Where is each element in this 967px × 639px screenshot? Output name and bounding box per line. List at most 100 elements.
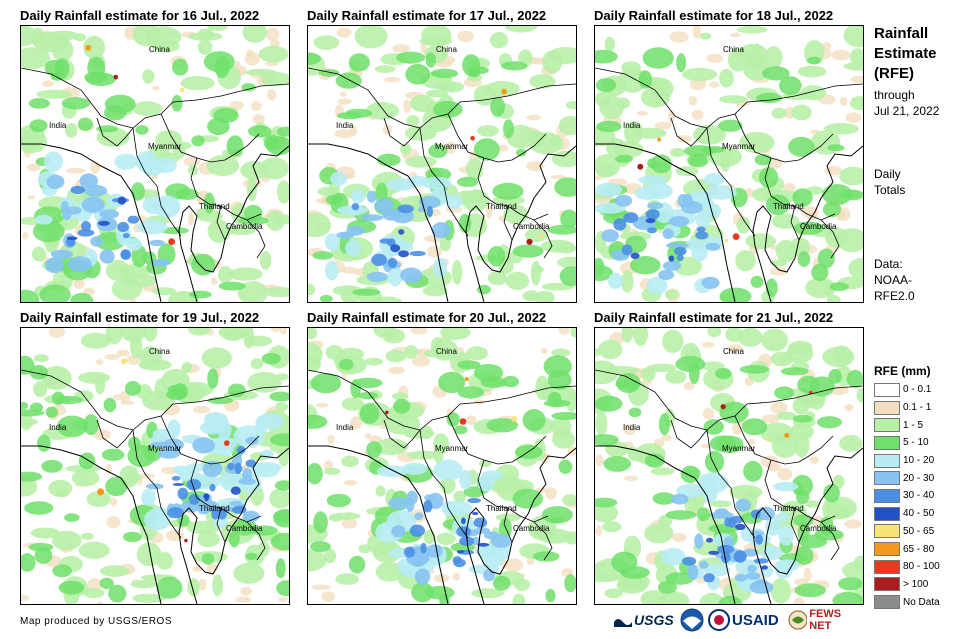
rainfall-area (430, 68, 459, 79)
coastline (178, 447, 289, 604)
rainfall-area (565, 101, 576, 110)
rainfall-area (183, 157, 200, 167)
rainfall-area (792, 188, 813, 207)
rainfall-area (73, 33, 86, 42)
legend-title: RFE (mm) (874, 364, 931, 378)
country-label-thailand: Thailand (773, 504, 804, 513)
rainfall-area (826, 294, 841, 302)
rainfall-area (41, 365, 72, 390)
rainfall-area (461, 517, 466, 525)
rainfall-area (706, 53, 723, 63)
rainfall-area (696, 226, 706, 233)
rainfall-area (701, 276, 720, 289)
rainfall-area (850, 96, 863, 111)
rainfall-area (21, 478, 38, 497)
rainfall-area (364, 357, 383, 366)
legend-label: 80 - 100 (903, 561, 940, 573)
rainfall-area (242, 510, 260, 522)
rainfall-map: China India Myanmar Thailand Cambodia (594, 25, 864, 303)
rainfall-area (477, 476, 495, 492)
rainfall-area (734, 574, 748, 582)
rainfall-area (759, 167, 779, 188)
rainfall-area (595, 497, 618, 508)
rainfall-area (112, 394, 123, 401)
rainfall-area (809, 456, 820, 464)
rainfall-area (492, 182, 524, 200)
side-title-line3: (RFE) (874, 65, 914, 82)
rainfall-area (252, 114, 265, 124)
rainfall-area (595, 503, 619, 523)
rainfall-area (77, 229, 95, 237)
rainfall-area (157, 448, 180, 459)
rainfall-area (671, 493, 689, 505)
side-title-line2: Estimate (874, 45, 937, 62)
rainfall-area (644, 523, 674, 544)
rainfall-area (436, 532, 456, 545)
rainfall-area (806, 56, 822, 65)
rainfall-area (406, 490, 418, 505)
legend-swatch (874, 524, 900, 539)
rainfall-area (337, 98, 352, 105)
rainfall-area (451, 259, 463, 285)
rainfall-area (310, 541, 331, 552)
rainfall-area (709, 511, 734, 519)
rainfall-area (64, 123, 78, 138)
rainfall-map: China India Myanmar Thailand Cambodia (307, 327, 577, 605)
rainfall-area (192, 566, 202, 572)
rainfall-area (794, 583, 826, 598)
rainfall-area (662, 228, 674, 240)
rainfall-area (706, 537, 713, 543)
rainfall-area (439, 237, 451, 252)
rainfall-area (595, 175, 603, 181)
rainfall-area (162, 438, 184, 452)
rainfall-area (276, 126, 289, 137)
country-border (21, 369, 289, 431)
rainfall-area (669, 148, 686, 157)
rainfall-area (446, 412, 460, 427)
legend-label: 1 - 5 (903, 419, 924, 431)
rainfall-area (605, 441, 629, 457)
rainfall-area (805, 500, 820, 508)
rainfall-area (35, 214, 53, 225)
rainfall-area (701, 474, 717, 483)
rainfall-area (459, 469, 473, 490)
data-source-text: Data: NOAA- RFE2.0 (874, 256, 915, 304)
rainfall-area (457, 360, 481, 370)
rainfall-area (209, 437, 238, 451)
rainfall-area (398, 229, 405, 235)
rainfall-area (270, 328, 281, 333)
rainfall-area (775, 239, 797, 263)
rainfall-area (390, 244, 401, 253)
usaid-seal (708, 606, 730, 634)
rainfall-area (640, 87, 670, 108)
country-border (503, 507, 513, 543)
country-border (190, 157, 262, 221)
rainfall-area (250, 525, 278, 536)
rainfall-area (191, 135, 205, 147)
rainfall-area (238, 478, 256, 485)
heavy-rain-spot (184, 538, 188, 543)
rainfall-area (623, 424, 636, 436)
rainfall-area (636, 110, 648, 116)
rainfall-map: China India Myanmar Thailand Cambodia (594, 327, 864, 605)
rainfall-area (31, 27, 45, 48)
rainfall-area (403, 99, 411, 113)
legend-item: 0.1 - 1 (874, 399, 940, 417)
rainfall-area (832, 591, 863, 604)
rainfall-area (79, 173, 98, 189)
rainfall-area (78, 452, 96, 470)
rainfall-area (624, 121, 644, 145)
rainfall-area (187, 212, 195, 226)
rainfall-area (207, 219, 231, 243)
usgs-text: USGS (634, 612, 674, 628)
rainfall-area (426, 205, 433, 218)
rainfall-area (595, 454, 604, 467)
rainfall-area (117, 196, 127, 205)
rainfall-area (688, 96, 698, 106)
rainfall-area (231, 505, 247, 514)
rainfall-area (504, 26, 538, 33)
rainfall-area (729, 484, 763, 500)
rainfall-area (29, 119, 48, 133)
legend-swatch (874, 559, 900, 574)
rainfall-area (837, 228, 863, 253)
